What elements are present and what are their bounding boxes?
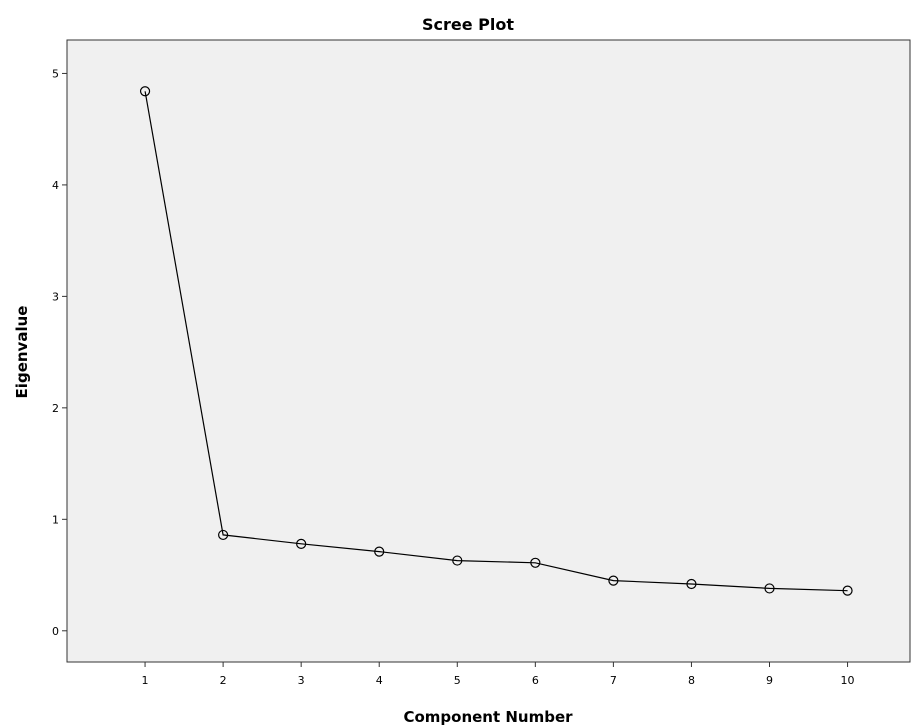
y-axis-label: Eigenvalue	[13, 306, 31, 399]
data-point	[686, 578, 697, 590]
x-tick-label: 5	[454, 674, 461, 687]
eigenvalue-series-line	[144, 91, 848, 592]
y-tick-label: 1	[52, 513, 59, 526]
x-tick-label: 9	[766, 674, 773, 687]
data-point	[842, 585, 853, 596]
x-tick-label: 10	[841, 674, 855, 687]
x-axis: 1 2 3 4 5 6 7 8 9 10	[142, 662, 855, 687]
eigenvalue-markers	[139, 86, 853, 596]
data-point	[296, 538, 307, 549]
x-tick-label: 7	[610, 674, 617, 687]
data-point	[530, 557, 541, 568]
x-tick-label: 1	[142, 674, 149, 687]
x-tick-label: 3	[298, 674, 305, 687]
y-tick-label: 4	[52, 179, 59, 192]
x-tick-label: 6	[532, 674, 539, 687]
plot-area	[66, 39, 911, 663]
y-tick-label: 3	[52, 290, 59, 303]
y-tick-label: 5	[52, 67, 59, 80]
data-point	[608, 575, 619, 586]
x-axis-label: Component Number	[403, 708, 573, 726]
data-point	[452, 555, 463, 566]
x-tick-label: 4	[376, 674, 383, 687]
data-point	[374, 546, 385, 557]
y-axis: 0 1 2 3 4 5	[52, 67, 67, 638]
chart-title: Scree Plot	[422, 15, 514, 34]
data-point	[218, 529, 229, 541]
data-point	[764, 583, 775, 594]
y-tick-label: 0	[52, 625, 59, 638]
y-tick-label: 2	[52, 402, 59, 415]
data-point	[139, 86, 151, 97]
x-tick-label: 2	[220, 674, 227, 687]
x-tick-label: 8	[688, 674, 695, 687]
